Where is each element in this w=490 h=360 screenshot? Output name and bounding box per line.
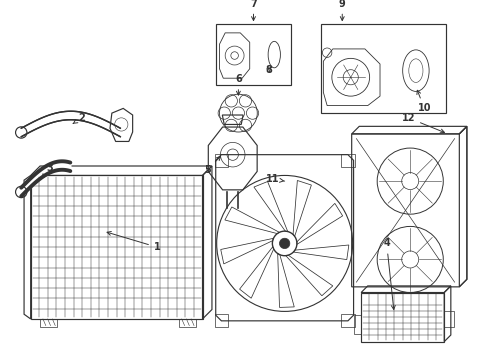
Text: 5: 5: [204, 157, 221, 175]
Text: 4: 4: [383, 238, 395, 310]
Bar: [444, 311, 454, 327]
Text: 12: 12: [402, 113, 444, 133]
Text: 9: 9: [339, 0, 345, 21]
Text: 7: 7: [250, 0, 257, 21]
Text: 8: 8: [265, 65, 272, 75]
Bar: [354, 315, 361, 334]
Text: 3: 3: [42, 163, 53, 178]
Text: 6: 6: [235, 74, 242, 95]
Bar: [216, 24, 291, 85]
Text: 11: 11: [266, 174, 285, 184]
Bar: [215, 154, 228, 167]
Text: 10: 10: [417, 90, 431, 113]
Text: 2: 2: [73, 113, 85, 123]
Bar: [215, 314, 228, 328]
Bar: [321, 24, 446, 113]
Bar: [342, 314, 355, 328]
Text: 1: 1: [107, 231, 161, 252]
Bar: [342, 154, 355, 167]
Circle shape: [279, 238, 290, 249]
